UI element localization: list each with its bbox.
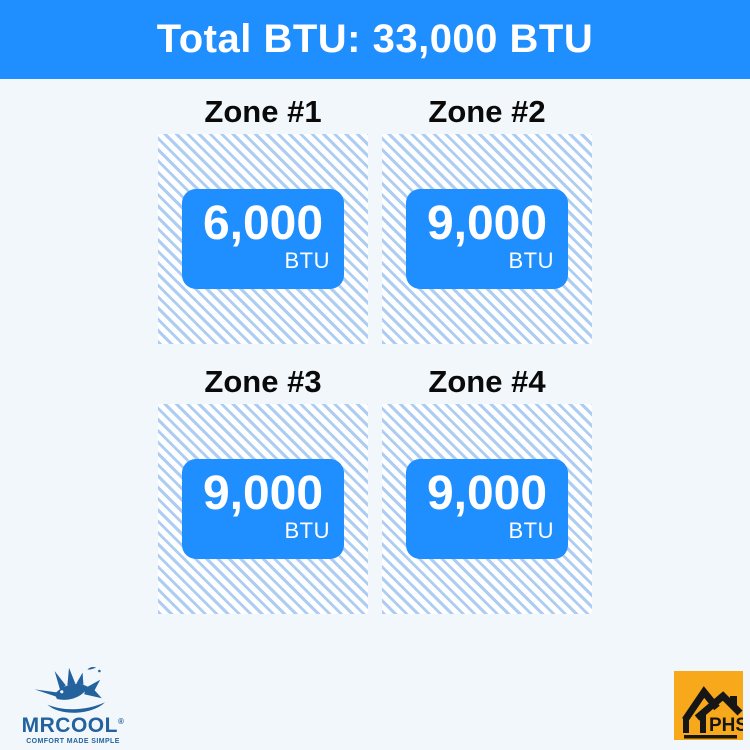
zone-4-btu-card: 9,000 BTU [406,459,568,559]
phs-wordmark: PHS [709,715,743,736]
zone-4-btu-unit: BTU [508,518,554,544]
mrcool-wordmark: MRCOOL® [22,715,125,736]
zone-3-hatch-area: 9,000 BTU [158,404,368,614]
zone-2-hatch-area: 9,000 BTU [382,134,592,344]
zone-2-btu-value: 9,000 [426,196,548,250]
zone-2-btu-unit: BTU [508,248,554,274]
total-btu-header: Total BTU: 33,000 BTU [0,0,750,79]
total-btu-title: Total BTU: 33,000 BTU [156,17,594,61]
zone-1-hatch-area: 6,000 BTU [158,134,368,344]
zone-2-panel: Zone #2 9,000 BTU [382,79,592,344]
zone-1-btu-unit: BTU [284,248,330,274]
registered-mark: ® [117,717,125,726]
zone-2-btu-card: 9,000 BTU [406,189,568,289]
zone-1-btu-value: 6,000 [202,196,324,250]
marlin-fish-icon [33,663,113,715]
zone-1-label: Zone #1 [204,94,322,129]
zones-grid: Zone #1 6,000 BTU Zone #2 9,000 BTU Zone… [158,79,592,614]
zone-1-btu-card: 6,000 BTU [182,189,344,289]
phs-logo: PHS [674,671,743,740]
zone-3-btu-value: 9,000 [202,466,324,520]
mrcool-logo: MRCOOL® COMFORT MADE SIMPLE [16,663,130,745]
zone-4-label: Zone #4 [428,364,546,399]
zone-4-panel: Zone #4 9,000 BTU [382,344,592,614]
zone-4-btu-value: 9,000 [426,466,548,520]
zone-3-btu-card: 9,000 BTU [182,459,344,559]
zone-3-panel: Zone #3 9,000 BTU [158,344,368,614]
zone-2-label: Zone #2 [428,94,546,129]
zone-3-label: Zone #3 [204,364,322,399]
zone-1-panel: Zone #1 6,000 BTU [158,79,368,344]
zone-4-hatch-area: 9,000 BTU [382,404,592,614]
mrcool-tagline: COMFORT MADE SIMPLE [26,738,120,745]
zone-3-btu-unit: BTU [284,518,330,544]
phs-house-roof-icon: PHS [682,686,743,739]
mrcool-wordmark-text: MRCOOL [21,714,118,737]
